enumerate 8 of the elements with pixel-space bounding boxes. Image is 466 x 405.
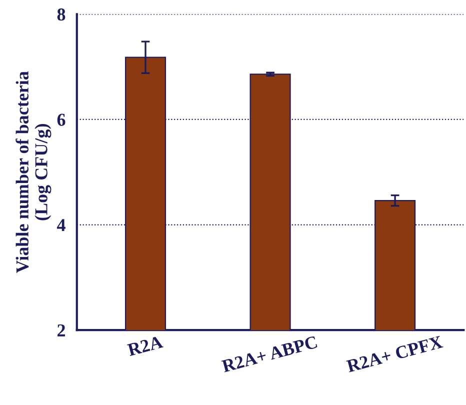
y-tick-label: 8 bbox=[57, 8, 66, 21]
y-axis-title: Viable number of bacteria (Log CFU/g) bbox=[16, 71, 52, 273]
x-tick-label: R2A+ ABPC bbox=[221, 336, 318, 373]
y-tick-label: 4 bbox=[57, 219, 66, 232]
x-tick-label: R2A+ CPFX bbox=[346, 336, 444, 373]
y-tick-label: 6 bbox=[57, 114, 66, 126]
x-tick-label: R2A bbox=[126, 336, 164, 356]
y-tick-label: 2 bbox=[58, 324, 66, 336]
